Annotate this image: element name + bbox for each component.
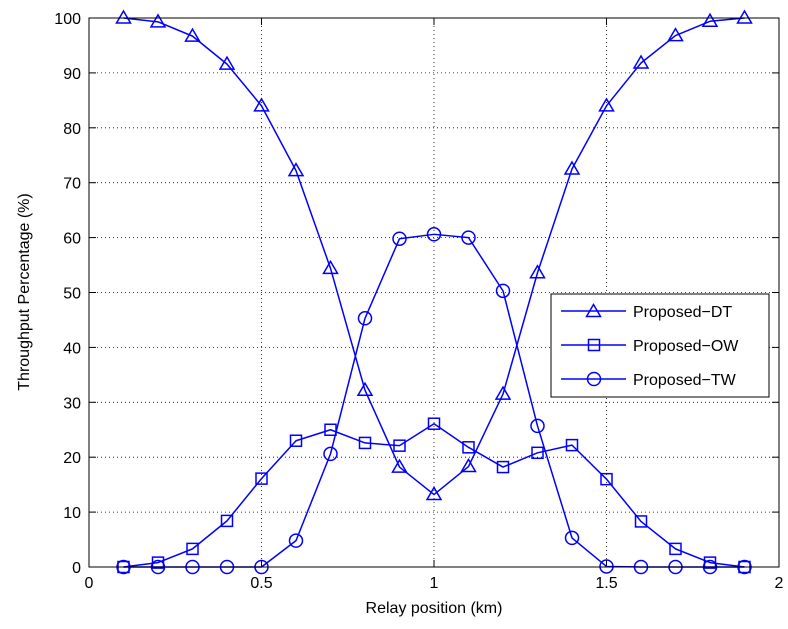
circle-marker-icon: [586, 371, 602, 387]
data-point-square: [186, 542, 199, 556]
data-point-triangle: [598, 97, 615, 112]
data-point-square: [427, 417, 441, 430]
series-line: [123, 233, 745, 568]
data-point-triangle: [632, 54, 650, 69]
data-point-circle: [392, 231, 407, 246]
data-point-circle: [599, 559, 614, 574]
data-point-square: [531, 446, 544, 460]
data-point-circle: [461, 230, 476, 245]
data-point-square: [565, 438, 579, 452]
x-tick-label: 0: [85, 575, 94, 592]
data-point-triangle: [701, 12, 719, 28]
data-point-square: [289, 434, 303, 447]
x-tick-label: 0.5: [250, 575, 272, 592]
legend-label-tw: Proposed−TW: [633, 372, 737, 389]
triangle-marker-icon: [585, 303, 602, 318]
data-point-triangle: [218, 55, 236, 70]
data-point-circle: [426, 227, 442, 242]
series-line: [123, 17, 745, 496]
x-tick-label: 1.5: [595, 575, 617, 592]
data-point-triangle: [115, 9, 132, 24]
x-axis-label: Relay position (km): [366, 600, 503, 617]
x-tick-label: 2: [775, 575, 784, 592]
y-tick-label: 20: [63, 450, 81, 467]
legend: Proposed−DT Proposed−OW Proposed−TW: [550, 293, 770, 398]
series-square: [117, 417, 751, 574]
data-point-square: [496, 460, 510, 474]
y-tick-label: 60: [63, 231, 81, 248]
data-point-triangle: [425, 486, 443, 501]
data-point-circle: [357, 311, 373, 326]
data-point-triangle: [287, 162, 305, 177]
data-point-square: [462, 441, 475, 454]
data-point-circle: [564, 530, 580, 546]
legend-label-ow: Proposed−OW: [633, 338, 739, 355]
square-marker-icon: [587, 338, 601, 352]
series-circle: [116, 227, 752, 575]
data-point-square: [358, 436, 372, 450]
data-point-triangle: [667, 27, 684, 42]
legend-label-dt: Proposed−DT: [633, 304, 732, 321]
data-point-circle: [495, 283, 511, 299]
data-point-square: [255, 472, 268, 485]
data-point-triangle: [736, 9, 753, 24]
legend-item-dt: Proposed−DT: [561, 303, 732, 321]
y-tick-label: 10: [63, 505, 81, 522]
legend-item-tw: Proposed−TW: [561, 371, 737, 389]
y-tick-label: 40: [63, 340, 81, 357]
data-point-triangle: [184, 27, 201, 42]
data-point-triangle: [253, 97, 270, 112]
series-line: [123, 422, 745, 568]
y-tick-label: 30: [63, 395, 81, 412]
grid: [89, 18, 779, 567]
data-point-square: [393, 439, 406, 452]
data-point-square: [220, 514, 234, 528]
data-point-triangle: [149, 13, 167, 28]
data-point-triangle: [460, 458, 477, 473]
data-point-triangle: [529, 264, 546, 279]
data-point-square: [634, 515, 648, 528]
y-tick-label: 100: [54, 11, 81, 28]
data-point-circle: [530, 418, 545, 434]
y-tick-label: 80: [63, 121, 81, 138]
y-tick-label: 0: [72, 560, 81, 577]
data-point-triangle: [391, 458, 408, 473]
data-point-triangle: [356, 381, 374, 396]
y-tick-label: 90: [63, 66, 81, 83]
x-tick-label: 1: [430, 575, 439, 592]
plot-frame: [88, 17, 780, 568]
data-point-square: [600, 472, 613, 486]
data-point-circle: [288, 533, 304, 548]
y-tick-label: 70: [63, 176, 81, 193]
data-point-square: [669, 542, 682, 556]
y-axis-label: Throughput Percentage (%): [16, 193, 33, 390]
series-triangle: [115, 9, 753, 501]
data-point-triangle: [494, 385, 512, 400]
legend-item-ow: Proposed−OW: [561, 338, 739, 355]
data-point-circle: [323, 446, 338, 462]
data-point-triangle: [563, 160, 581, 175]
y-tick-label: 50: [63, 286, 81, 303]
data-point-triangle: [322, 259, 339, 275]
